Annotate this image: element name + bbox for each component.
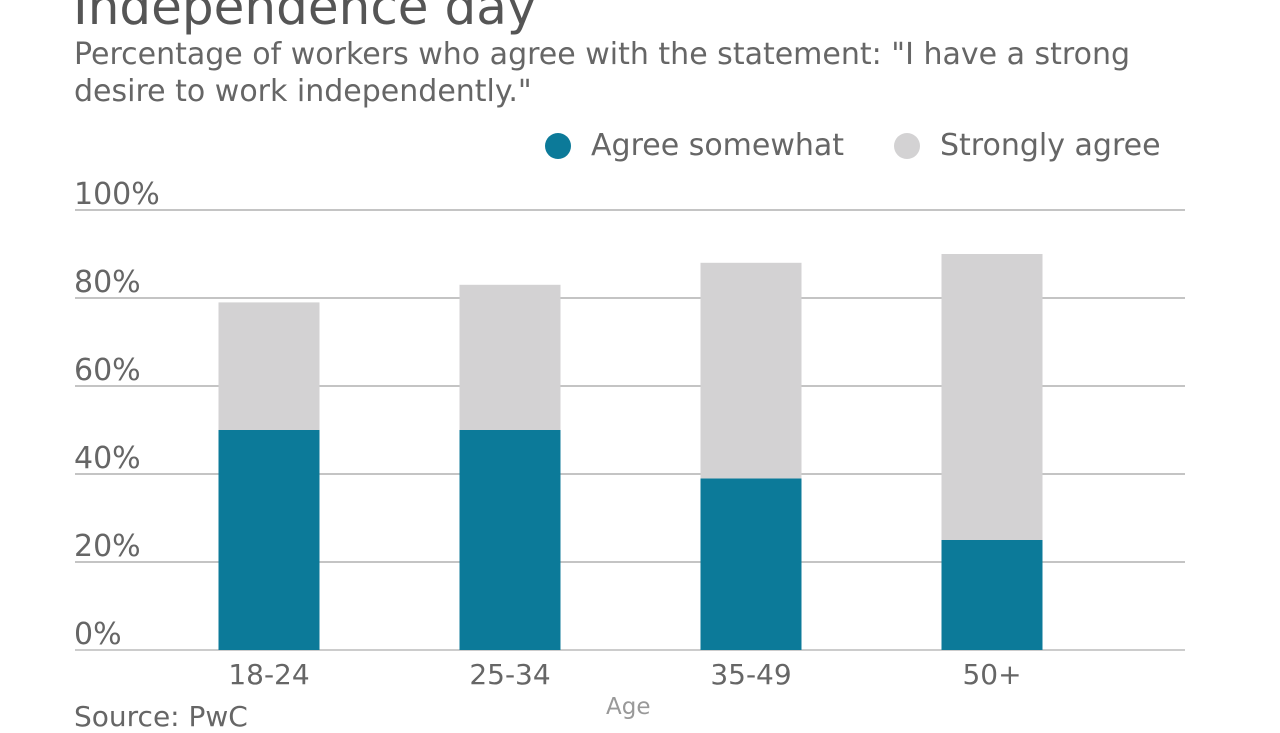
bar-agree-somewhat (218, 430, 320, 650)
chart-title: Independence day (73, 0, 537, 36)
source-note: Source: PwC (74, 700, 248, 733)
legend-item-strongly-agree: Strongly agree (894, 128, 1161, 163)
x-tick-label: 25-34 (469, 658, 550, 691)
y-tick-label: 40% (74, 441, 141, 476)
bar-agree-somewhat (941, 540, 1043, 650)
y-tick-label: 60% (74, 353, 141, 388)
bar-strongly-agree (218, 302, 320, 430)
y-tick-label: 100% (74, 177, 160, 212)
x-tick-label: 35-49 (710, 658, 791, 691)
bar-agree-somewhat (700, 478, 802, 650)
x-tick-label: 18-24 (228, 658, 309, 691)
bar-strongly-agree (941, 254, 1043, 540)
chart-subtitle: Percentage of workers who agree with the… (74, 37, 1131, 109)
y-tick-label: 0% (74, 617, 122, 652)
bar-strongly-agree (459, 284, 561, 430)
legend-label: Strongly agree (940, 128, 1161, 163)
legend-label: Agree somewhat (591, 128, 845, 163)
bar-strongly-agree (700, 262, 802, 479)
x-tick-label: 50+ (962, 658, 1021, 691)
x-axis-label: Age (606, 694, 651, 720)
y-tick-label: 80% (74, 265, 141, 300)
legend-swatch (894, 132, 920, 159)
y-tick-label: 20% (74, 529, 141, 564)
legend-item-agree-somewhat: Agree somewhat (545, 128, 844, 163)
bar-agree-somewhat (459, 430, 561, 650)
legend-swatch (545, 132, 571, 159)
